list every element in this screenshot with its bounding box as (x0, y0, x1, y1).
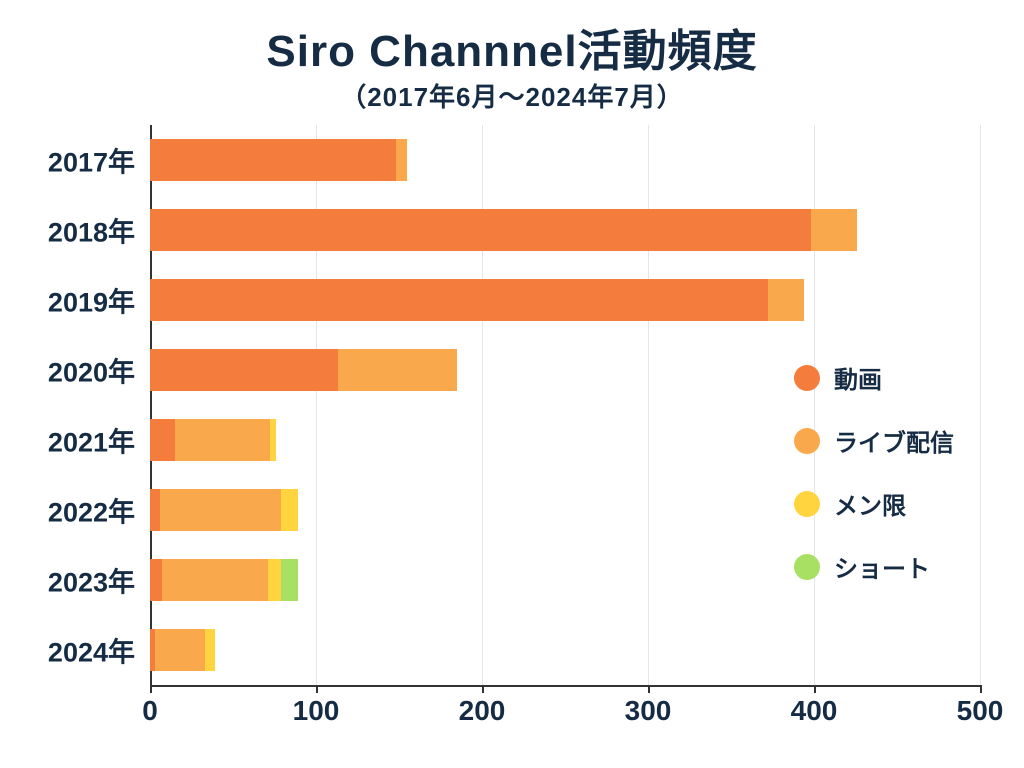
bar-stack (150, 419, 276, 461)
bar-row: 2024年 (150, 615, 980, 685)
x-axis-label: 400 (791, 695, 838, 727)
bar-segment (268, 559, 281, 601)
y-axis-label: 2020年 (15, 351, 135, 390)
chart-title: Siro Channnel活動頻度 (0, 15, 1024, 79)
legend-swatch-icon (794, 428, 820, 454)
legend-swatch-icon (794, 491, 820, 517)
bar-segment (160, 489, 281, 531)
bar-segment (281, 489, 298, 531)
x-tick (980, 685, 982, 693)
bar-stack (150, 209, 857, 251)
x-axis-label: 300 (625, 695, 672, 727)
y-axis-label: 2022年 (15, 491, 135, 530)
legend-item: メン限 (794, 486, 954, 521)
bar-row: 2018年 (150, 195, 980, 265)
y-axis-label: 2019年 (15, 281, 135, 320)
x-tick (150, 685, 152, 693)
bar-segment (338, 349, 458, 391)
x-tick (482, 685, 484, 693)
bar-stack (150, 489, 298, 531)
bar-segment (162, 559, 268, 601)
bar-segment (150, 279, 768, 321)
bar-segment (281, 559, 298, 601)
gridline (980, 125, 981, 685)
y-axis-label: 2018年 (15, 211, 135, 250)
bar-stack (150, 559, 298, 601)
bar-segment (270, 419, 277, 461)
y-axis-label: 2017年 (15, 141, 135, 180)
x-tick (814, 685, 816, 693)
legend-swatch-icon (794, 365, 820, 391)
legend-label: 動画 (834, 360, 882, 395)
x-tick (648, 685, 650, 693)
bar-row: 2017年 (150, 125, 980, 195)
bar-stack (150, 279, 804, 321)
x-axis-label: 200 (459, 695, 506, 727)
bar-segment (175, 419, 270, 461)
x-axis-label: 100 (293, 695, 340, 727)
legend-item: ショート (794, 549, 954, 584)
bar-segment (150, 559, 162, 601)
bar-segment (150, 139, 396, 181)
legend-label: メン限 (834, 486, 906, 521)
bar-segment (150, 419, 175, 461)
bar-stack (150, 139, 407, 181)
legend-item: ライブ配信 (794, 423, 954, 458)
y-axis-label: 2023年 (15, 561, 135, 600)
x-axis-label: 0 (142, 695, 158, 727)
bar-segment (150, 489, 160, 531)
legend-label: ショート (834, 549, 930, 584)
x-axis-label: 500 (957, 695, 1004, 727)
legend: 動画ライブ配信メン限ショート (794, 360, 954, 584)
bar-row: 2019年 (150, 265, 980, 335)
y-axis-label: 2021年 (15, 421, 135, 460)
bar-segment (768, 279, 805, 321)
legend-label: ライブ配信 (834, 423, 954, 458)
chart-subtitle: （2017年6月〜2024年7月） (0, 77, 1024, 114)
bar-segment (150, 209, 811, 251)
bar-segment (811, 209, 857, 251)
bar-segment (396, 139, 408, 181)
bar-stack (150, 349, 457, 391)
bar-segment (155, 629, 205, 671)
legend-swatch-icon (794, 554, 820, 580)
legend-item: 動画 (794, 360, 954, 395)
bar-segment (205, 629, 215, 671)
y-axis-label: 2024年 (15, 631, 135, 670)
x-tick (316, 685, 318, 693)
bar-stack (150, 629, 215, 671)
bar-segment (150, 349, 338, 391)
x-axis-line (150, 685, 980, 687)
